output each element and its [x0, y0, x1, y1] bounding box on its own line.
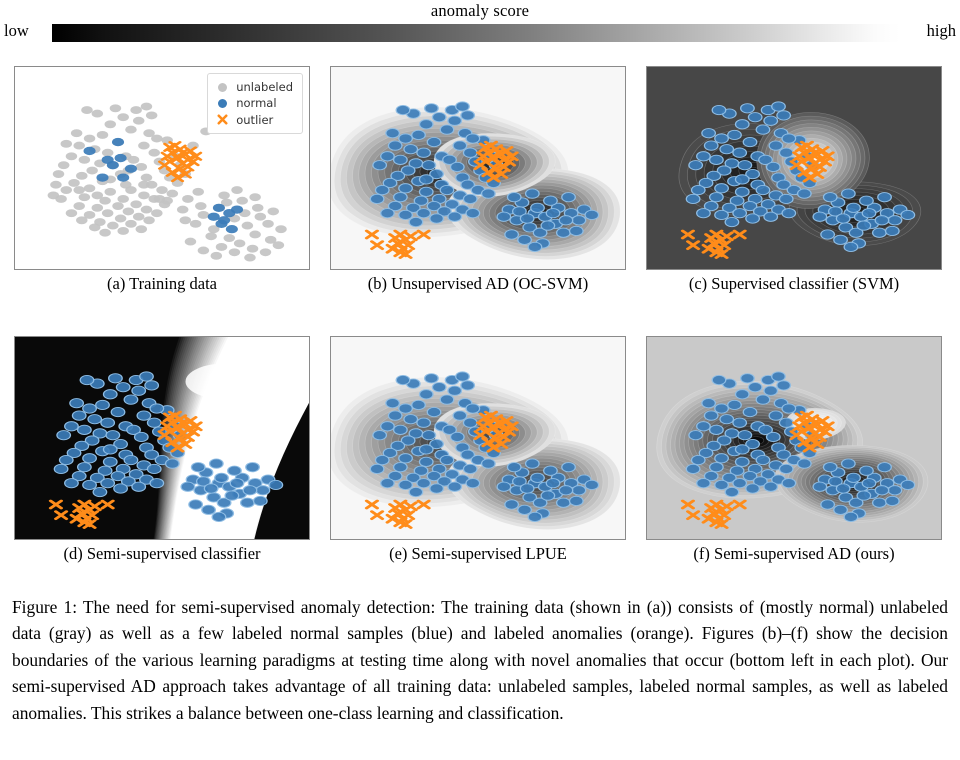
- legend-item-label: outlier: [236, 112, 274, 127]
- panel-c-caption: (c) Supervised classifier (SVM): [688, 274, 900, 293]
- figure-caption: Figure 1: The need for semi-supervised a…: [12, 597, 948, 723]
- panel-c-plot: [647, 67, 941, 269]
- colorbar-high-label: high: [926, 21, 956, 40]
- circle-marker-icon: [215, 97, 229, 110]
- panel-e-caption: (e) Semi-supervised LPUE: [389, 544, 567, 563]
- legend: unlabeled normal outlier: [207, 73, 303, 134]
- panel-a-caption: (a) Training data: [107, 274, 217, 293]
- panel-c: [646, 66, 942, 270]
- panel-f-plot: [647, 337, 941, 539]
- panel-b-caption: (b) Unsupervised AD (OC-SVM): [367, 274, 589, 293]
- panel-e-plot: [331, 337, 625, 539]
- panel-a: unlabeled normal outlier: [14, 66, 310, 270]
- legend-item-normal: normal: [215, 95, 293, 111]
- colorbar-title: anomaly score: [430, 1, 530, 20]
- panel-f-caption: (f) Semi-supervised AD (ours): [693, 544, 895, 563]
- panel-b: [330, 66, 626, 270]
- panel-d-plot: [15, 337, 309, 539]
- panel-f: [646, 336, 942, 540]
- panel-d-caption: (d) Semi-supervised classifier: [63, 544, 261, 563]
- colorbar: anomaly score low high: [0, 0, 960, 52]
- panel-d: [14, 336, 310, 540]
- circle-marker-icon: [215, 81, 229, 94]
- cross-marker-icon: [215, 113, 229, 126]
- legend-item-label: normal: [236, 96, 277, 111]
- legend-item-label: unlabeled: [236, 80, 293, 94]
- colorbar-low-label: low: [4, 21, 29, 40]
- legend-item-outlier: outlier: [215, 112, 293, 128]
- panel-b-plot: [331, 67, 625, 269]
- colorbar-gradient: [52, 24, 900, 42]
- panel-e: [330, 336, 626, 540]
- legend-item-unlabeled: unlabeled: [215, 79, 293, 95]
